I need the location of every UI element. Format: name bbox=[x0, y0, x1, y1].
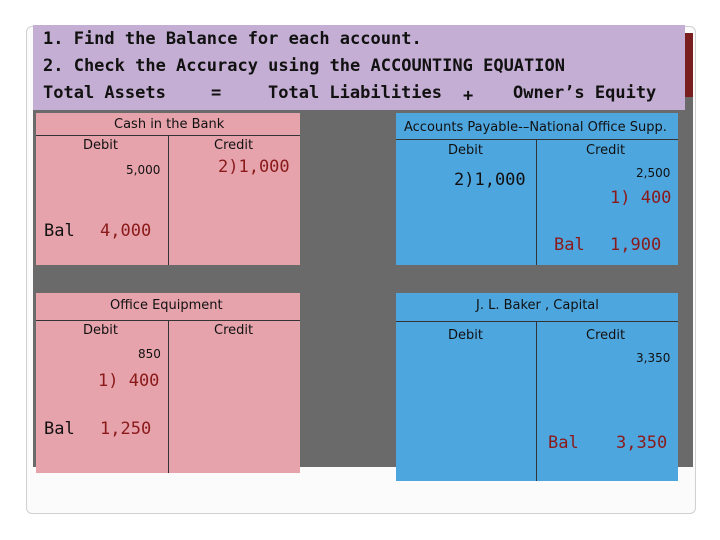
accounts-payable-debit-entry: 2)1,000 bbox=[454, 170, 526, 190]
capital-account-panel: J. L. Baker , Capital Debit Credit 3,350… bbox=[396, 293, 678, 481]
cash-balance-value: 4,000 bbox=[100, 221, 152, 241]
equation-equals: = bbox=[211, 83, 222, 103]
cash-debit-label: Debit bbox=[83, 138, 118, 153]
t-account-vertical-rule bbox=[168, 320, 169, 473]
capital-debit-label: Debit bbox=[448, 328, 483, 343]
office-equipment-debit-entry-2: 1) 400 bbox=[98, 371, 160, 391]
accounts-payable-debit-label: Debit bbox=[448, 143, 483, 158]
cash-account-panel: Cash in the Bank Debit Credit 5,000 2)1,… bbox=[36, 113, 300, 265]
accounts-payable-credit-label: Credit bbox=[586, 143, 626, 158]
t-account-vertical-rule bbox=[168, 135, 169, 265]
capital-balance-label: Bal bbox=[548, 433, 579, 453]
office-equipment-debit-entry-1: 850 bbox=[138, 347, 161, 361]
instructions-header: 1. Find the Balance for each account. 2.… bbox=[33, 25, 685, 110]
accounts-payable-balance-label: Bal bbox=[554, 235, 585, 255]
cash-balance-label: Bal bbox=[44, 221, 75, 241]
office-equipment-balance-value: 1,250 bbox=[100, 419, 152, 439]
capital-credit-entry: 3,350 bbox=[636, 351, 671, 365]
office-equipment-balance-label: Bal bbox=[44, 419, 75, 439]
equation-equity: Owner’s Equity bbox=[513, 83, 657, 103]
equation-liabilities: Total Liabilities bbox=[268, 83, 442, 103]
instruction-step-2: 2. Check the Accuracy using the ACCOUNTI… bbox=[43, 56, 565, 76]
equation-assets: Total Assets bbox=[43, 83, 166, 103]
capital-account-title: J. L. Baker , Capital bbox=[476, 298, 599, 313]
office-equipment-credit-label: Credit bbox=[214, 323, 254, 338]
capital-balance-value: 3,350 bbox=[616, 433, 668, 453]
t-account-vertical-rule bbox=[536, 139, 537, 265]
office-equipment-debit-label: Debit bbox=[83, 323, 118, 338]
accounts-payable-credit-entry-2: 1) 400 bbox=[610, 188, 672, 208]
t-account-horizontal-rule bbox=[396, 139, 678, 140]
cash-credit-entry: 2)1,000 bbox=[218, 157, 290, 177]
accounts-payable-panel: Accounts Payable-–National Office Supp. … bbox=[396, 113, 678, 265]
accounts-payable-credit-entry-1: 2,500 bbox=[636, 166, 671, 180]
accounts-payable-title: Accounts Payable-–National Office Supp. bbox=[404, 120, 667, 135]
cash-credit-label: Credit bbox=[214, 138, 254, 153]
capital-credit-label: Credit bbox=[586, 328, 626, 343]
equation-plus: + bbox=[463, 86, 474, 106]
office-equipment-panel: Office Equipment Debit Credit 850 1) 400… bbox=[36, 293, 300, 473]
cash-account-title: Cash in the Bank bbox=[114, 117, 225, 132]
t-account-horizontal-rule bbox=[396, 321, 678, 322]
office-equipment-title: Office Equipment bbox=[110, 298, 223, 313]
t-account-vertical-rule bbox=[536, 321, 537, 481]
instruction-step-1: 1. Find the Balance for each account. bbox=[43, 29, 422, 49]
cash-debit-entry: 5,000 bbox=[126, 163, 161, 177]
accounts-payable-balance-value: 1,900 bbox=[610, 235, 662, 255]
